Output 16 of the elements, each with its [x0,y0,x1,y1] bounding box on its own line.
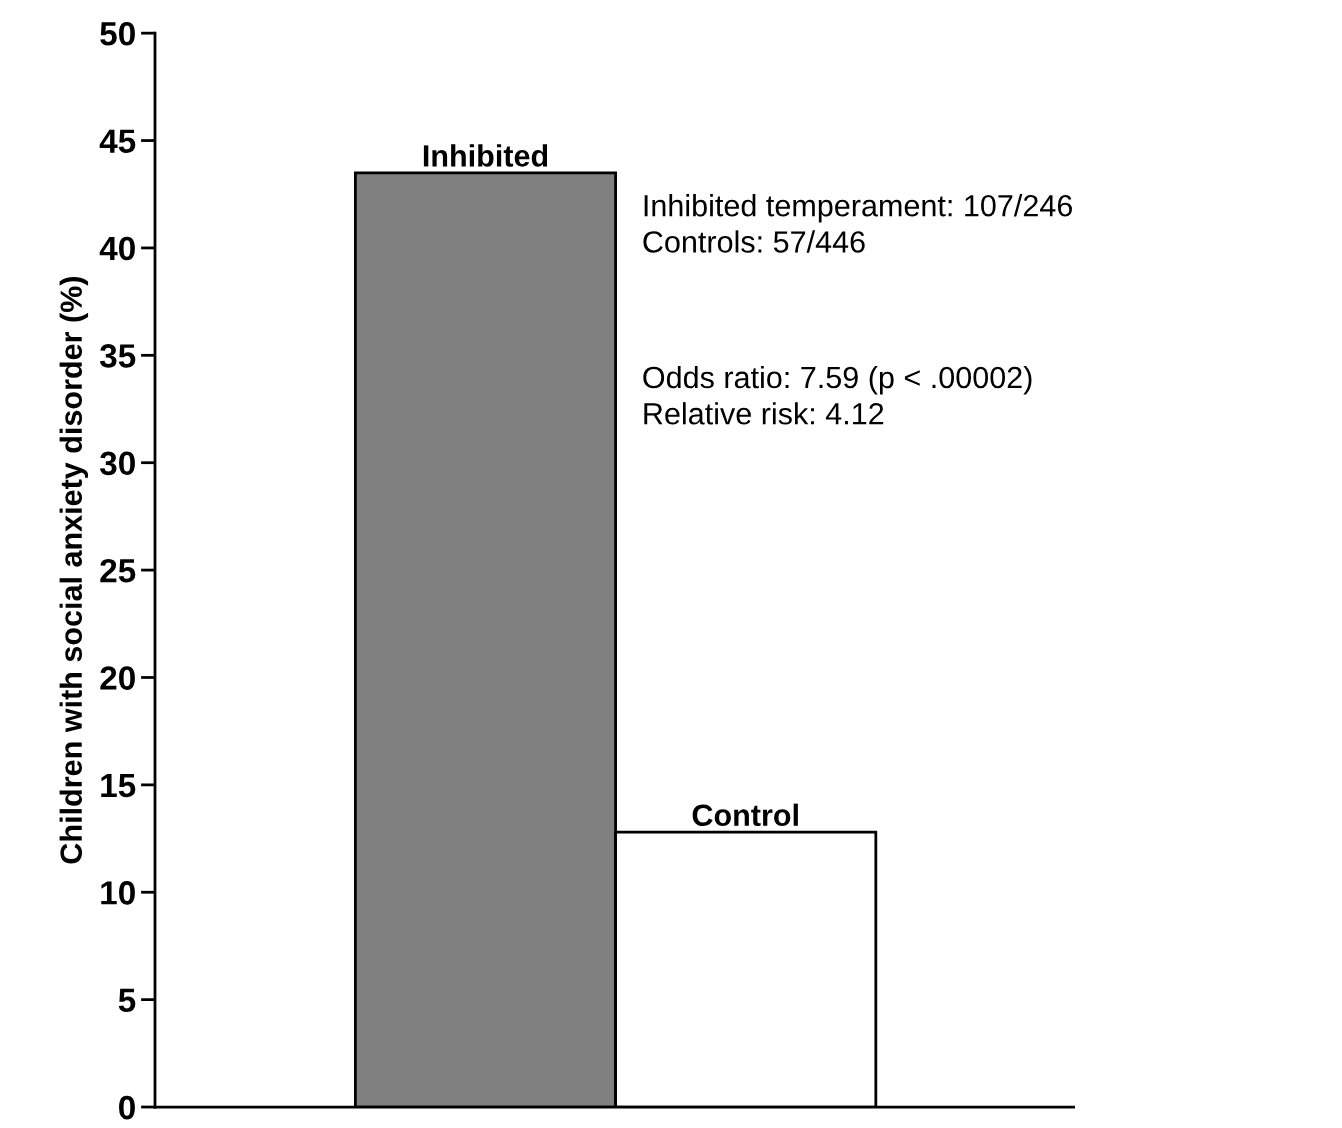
y-tick-label: 20 [100,666,135,690]
y-tick-label: 40 [99,236,135,261]
x-tick-label: Control [692,803,798,827]
x-tick-label: Inhibited [423,144,548,167]
y-tick-label: 0 [119,1095,135,1120]
annotation: Odds ratio: 7.59 (p < .00002) Relative risk: 4.12 [643,365,1032,425]
y-tick-label: 45 [99,129,136,153]
annotation: Inhibited temperament: 107/246 Controls: 57/446 [643,194,1072,253]
y-tick-label: 35 [99,344,136,368]
y-axis-title: Children with social anxiety disorder (%) [59,277,89,864]
y-tick-label: 25 [100,558,136,583]
y-tick-label: 30 [99,451,135,476]
y-tick-label: 15 [101,774,136,798]
y-tick-label: 10 [101,881,135,905]
y-tick-label: 50 [100,21,135,46]
y-tick-label: 5 [118,988,136,1013]
